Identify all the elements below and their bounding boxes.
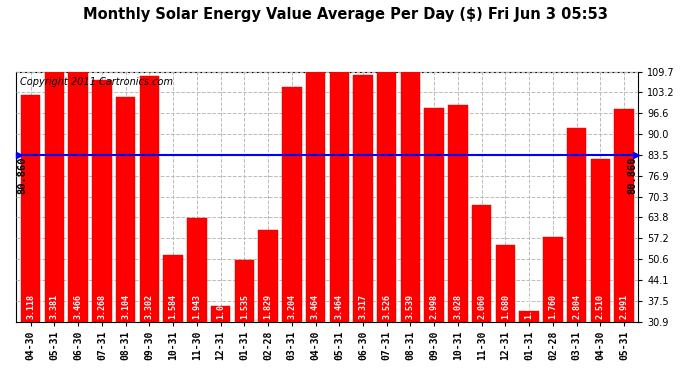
Text: 80.860: 80.860: [627, 156, 638, 194]
Bar: [21, 96, 41, 322]
Bar: [45, 68, 64, 322]
Text: 2.060: 2.060: [477, 294, 486, 319]
Bar: [567, 128, 586, 322]
Text: 3.302: 3.302: [145, 294, 154, 319]
Bar: [235, 260, 254, 322]
Text: Monthly Solar Energy Value Average Per Day ($) Fri Jun 3 05:53: Monthly Solar Energy Value Average Per D…: [83, 8, 607, 22]
Bar: [520, 311, 539, 322]
Text: 2.804: 2.804: [572, 294, 581, 319]
Text: 2.991: 2.991: [620, 294, 629, 319]
Text: 3.539: 3.539: [406, 294, 415, 319]
Bar: [306, 60, 325, 322]
Text: 2.998: 2.998: [430, 294, 439, 319]
Bar: [330, 60, 349, 322]
Bar: [116, 97, 135, 322]
Text: 1.048: 1.048: [524, 294, 533, 319]
Bar: [258, 230, 278, 322]
Bar: [139, 76, 159, 322]
Bar: [377, 53, 397, 322]
Bar: [211, 306, 230, 322]
Bar: [187, 217, 206, 322]
Text: 3.466: 3.466: [74, 294, 83, 319]
Bar: [495, 245, 515, 322]
Text: Copyright 2011 Cartronics.com: Copyright 2011 Cartronics.com: [19, 76, 172, 87]
Text: 1.584: 1.584: [168, 294, 177, 319]
Text: 3.317: 3.317: [359, 294, 368, 319]
Bar: [424, 108, 444, 322]
Text: 3.526: 3.526: [382, 294, 391, 319]
Bar: [353, 75, 373, 322]
Text: 1.535: 1.535: [240, 294, 249, 319]
Text: 1.760: 1.760: [549, 294, 558, 319]
Text: 80.860: 80.860: [17, 156, 28, 194]
Text: 3.381: 3.381: [50, 294, 59, 319]
Bar: [92, 80, 112, 322]
Text: 3.118: 3.118: [26, 294, 35, 319]
Bar: [591, 159, 610, 322]
Text: 1.943: 1.943: [193, 294, 201, 319]
Text: 1.094: 1.094: [216, 294, 225, 319]
Bar: [282, 87, 302, 322]
Bar: [401, 52, 420, 322]
Text: 2.510: 2.510: [596, 294, 605, 319]
Text: 3.028: 3.028: [453, 294, 462, 319]
Bar: [543, 237, 562, 322]
Text: 1.680: 1.680: [501, 294, 510, 319]
Bar: [164, 255, 183, 322]
Bar: [448, 105, 468, 322]
Text: 3.104: 3.104: [121, 294, 130, 319]
Bar: [472, 206, 491, 322]
Text: 3.464: 3.464: [335, 294, 344, 319]
Text: 1.829: 1.829: [264, 294, 273, 319]
Text: 3.464: 3.464: [311, 294, 320, 319]
Bar: [68, 59, 88, 322]
Bar: [614, 109, 634, 322]
Text: 3.268: 3.268: [97, 294, 106, 319]
Text: 3.204: 3.204: [287, 294, 296, 319]
